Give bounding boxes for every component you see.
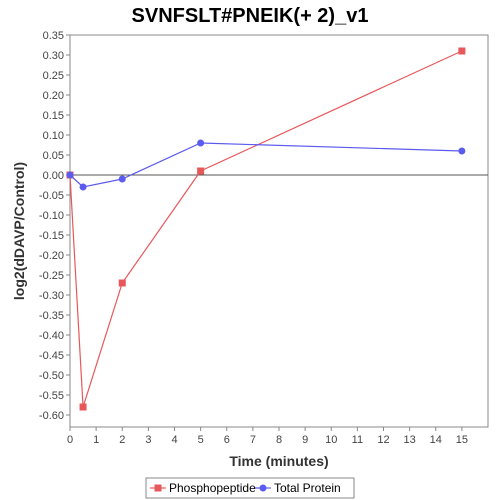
x-tick-label: 13 [404, 434, 416, 446]
y-tick-label: 0.15 [43, 110, 64, 122]
y-tick-label: -0.25 [39, 270, 64, 282]
legend-label: Phosphopeptide [169, 481, 256, 495]
y-axis: 0.35 0.30 0.25 0.20 0.15 0.10 0.05 0.00 -0.05 -0.… [39, 30, 70, 422]
legend-box [145, 477, 355, 499]
y-tick-label: -0.40 [39, 330, 64, 342]
x-tick-label: 11 [352, 434, 363, 446]
legend-marker [154, 484, 162, 492]
data-point [66, 171, 74, 179]
y-tick-label: -0.50 [39, 370, 64, 382]
x-tick-label: 6 [224, 434, 230, 446]
x-tick-label: 0 [67, 434, 73, 446]
x-tick-label: 14 [430, 434, 442, 446]
y-tick-label: 0.25 [43, 70, 64, 82]
y-tick-label: 0.30 [43, 50, 64, 62]
y-tick-label: -0.20 [39, 250, 64, 262]
y-tick-label: 0.10 [43, 130, 64, 142]
data-point [197, 167, 205, 175]
x-tick-label: 7 [250, 434, 256, 446]
y-tick-label: -0.35 [39, 310, 64, 322]
chart-title: SVNFSLT#PNEIK(+ 2)_v1 [132, 5, 369, 27]
data-point [458, 47, 466, 55]
data-point [118, 175, 126, 183]
legend-item: Total Protein [255, 481, 341, 495]
y-tick-label: 0.00 [43, 170, 64, 182]
x-tick-label: 15 [456, 434, 468, 446]
x-tick-label: 8 [276, 434, 282, 446]
y-tick-label: -0.30 [39, 290, 64, 302]
legend-marker [259, 484, 267, 492]
x-tick-label: 4 [171, 434, 177, 446]
series-total-protein [66, 139, 466, 191]
y-tick-label: -0.05 [39, 190, 64, 202]
y-tick-label: 0.20 [43, 90, 64, 102]
y-tick-label: -0.10 [39, 210, 64, 222]
data-point [79, 403, 87, 411]
legend-item: Phosphopeptide [150, 481, 256, 495]
y-tick-label: 0.35 [43, 30, 64, 42]
data-point [458, 147, 466, 155]
series-layer [66, 47, 466, 411]
plot-area [69, 34, 489, 428]
x-tick-label: 10 [325, 434, 337, 446]
x-tick-label: 5 [198, 434, 204, 446]
x-tick-label: 2 [119, 434, 125, 446]
x-tick-label: 3 [145, 434, 151, 446]
y-tick-label: -0.45 [39, 350, 64, 362]
x-tick-label: 9 [302, 434, 308, 446]
x-tick-label: 12 [377, 434, 389, 446]
y-tick-label: 0.05 [43, 150, 64, 162]
y-axis-label: log2(dDAVP/Control) [11, 162, 27, 300]
data-point [79, 183, 87, 191]
x-axis: 0 1 2 3 4 5 6 7 8 9 10 11 12 13 14 15 [67, 427, 468, 446]
data-point [118, 279, 126, 287]
y-tick-label: -0.55 [39, 390, 64, 402]
legend-label: Total Protein [274, 481, 341, 495]
y-tick-label: -0.15 [39, 230, 64, 242]
x-axis-label: Time (minutes) [229, 453, 328, 469]
y-tick-label: -0.60 [39, 410, 64, 422]
legend-items: Phosphopeptide Total Protein [150, 481, 341, 495]
x-tick-label: 1 [93, 434, 99, 446]
legend: Phosphopeptide Total Protein [145, 477, 355, 499]
data-point [197, 139, 205, 147]
